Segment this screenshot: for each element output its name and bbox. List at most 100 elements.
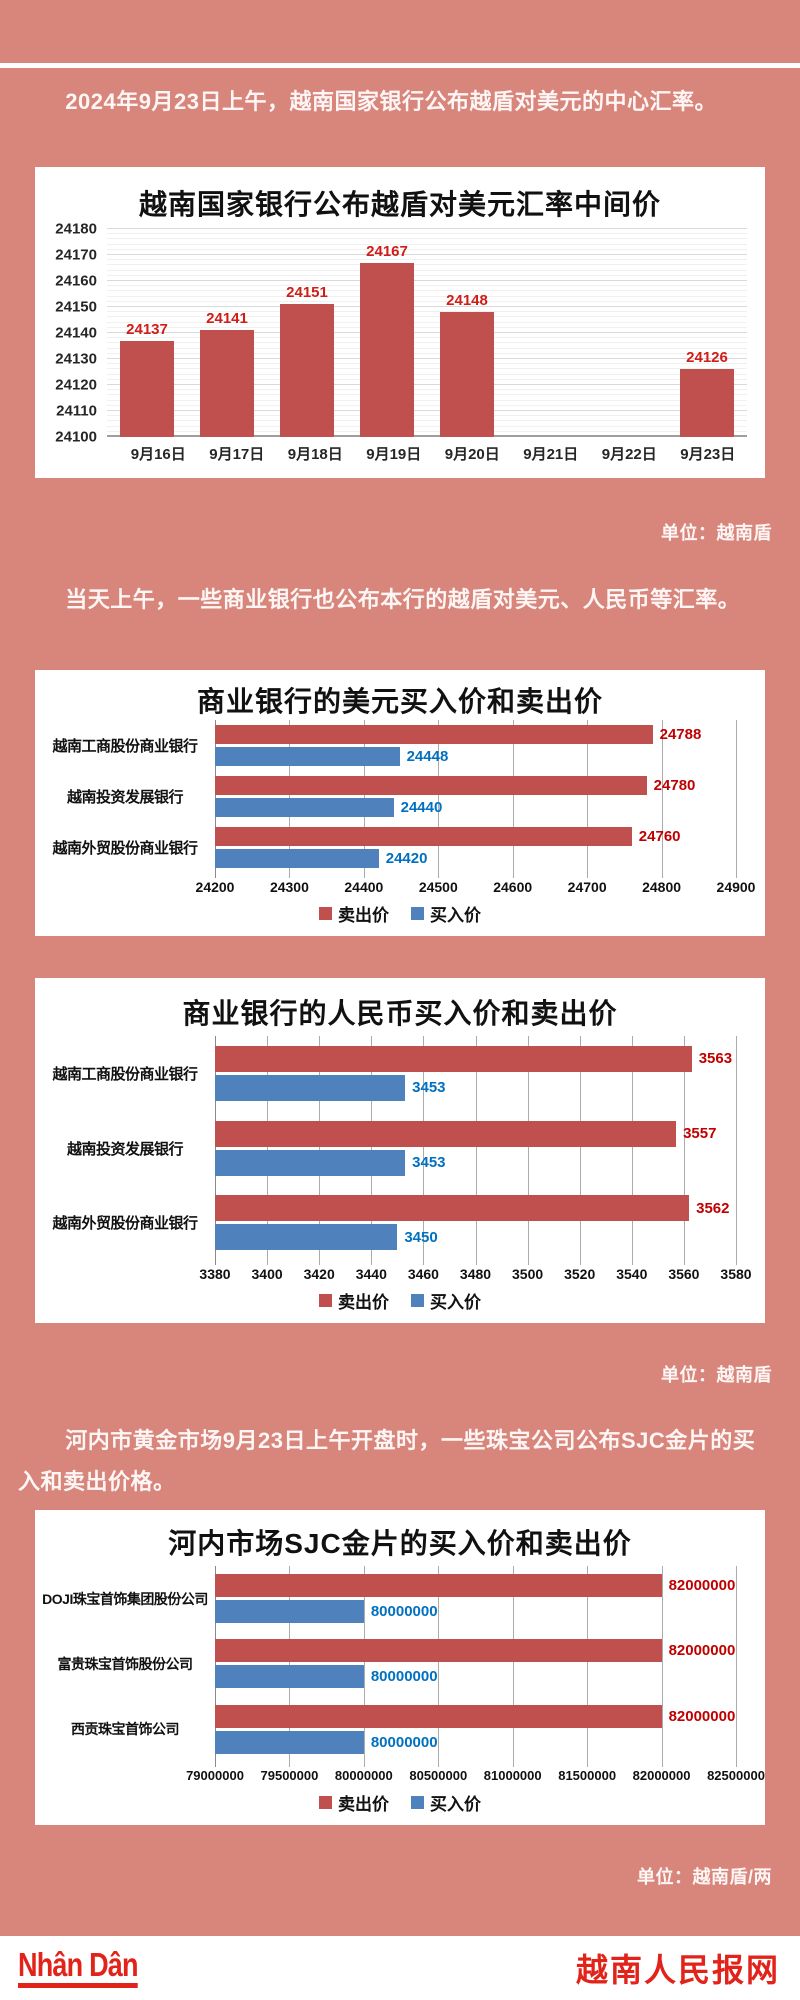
buy-bar [215, 1665, 364, 1689]
bar [279, 304, 335, 437]
x-axis-tick-label: 3540 [616, 1266, 648, 1282]
chart-plot-area: 24100 24110 24120 24130 24140 24150 24160 24170… [45, 221, 753, 446]
x-axis-tick-label: 3520 [564, 1266, 596, 1282]
y-axis-label: 24170 [55, 246, 97, 264]
bar-value-label: 80000000 [370, 1733, 438, 1751]
top-divider-line [0, 63, 800, 68]
bar-value-label: 80000000 [370, 1603, 438, 1621]
legend-swatch [411, 1796, 424, 1809]
y-axis-label: 24160 [55, 272, 97, 290]
x-axis-tick-label: 3420 [303, 1266, 335, 1282]
gridline [107, 295, 747, 297]
legend-swatch [411, 1294, 424, 1307]
sell-bar [215, 1045, 692, 1072]
x-axis-tick-label: 3580 [720, 1266, 752, 1282]
x-axis-tick-label: 82000000 [632, 1768, 691, 1783]
chart-title: 河内市场SJC金片的买入价和卖出价 [168, 1528, 632, 1559]
chart-plot-area: 越南工商股份商业银行 越南投资发展银行 越南外贸股份商业银行 3563 3453 355… [35, 1036, 765, 1265]
footer-bar: Nhân Dân 越南人民报网 [0, 1936, 800, 2000]
gridline [107, 373, 747, 375]
chart-legend: 卖出价 买入价 [35, 897, 765, 936]
y-axis-label: 24140 [55, 324, 97, 342]
bar-line: 24760 [215, 827, 736, 846]
buy-bar [215, 1224, 398, 1251]
legend-label: 买入价 [430, 906, 481, 925]
gridline [107, 321, 747, 323]
bar-value-label: 3563 [698, 1050, 733, 1068]
legend-swatch [319, 907, 332, 920]
gridline [736, 720, 737, 878]
bar-value-label: 3562 [696, 1199, 730, 1217]
buy-bar [215, 849, 379, 868]
x-axis-tick-label: 24600 [493, 879, 533, 895]
buy-bar [215, 1600, 364, 1624]
unit-label: 单位：越南盾/两 [636, 1867, 772, 1887]
category-row: 24760 24420 [215, 822, 736, 873]
bar-value-label: 82000000 [668, 1707, 736, 1725]
category-row: 82000000 80000000 [215, 1631, 736, 1696]
gridline [107, 254, 747, 255]
bar-value-label: 3453 [412, 1154, 446, 1171]
x-axis-tick-label: 3460 [407, 1266, 439, 1282]
sell-bar [215, 1120, 677, 1147]
gridline [107, 337, 747, 339]
legend-label: 买入价 [430, 1795, 481, 1814]
gridline [736, 1036, 737, 1265]
bar-value-label: 24167 [366, 242, 408, 260]
cny-rates-chart: 商业银行的人民币买入价和卖出价 越南工商股份商业银行 越南投资发展银行 越南外贸股份… [35, 978, 765, 1323]
gridline [107, 425, 747, 427]
gridline [107, 269, 747, 271]
gridline [107, 389, 747, 391]
x-axis-tick-label: 24300 [269, 879, 309, 895]
x-axis-tick-label: 24400 [344, 879, 384, 895]
y-axis-label: 24150 [55, 298, 97, 316]
bar-line: 24788 [215, 725, 736, 744]
bar-line: 80000000 [215, 1665, 736, 1689]
bar-line: 82000000 [215, 1704, 736, 1728]
bars-layer: 82000000 80000000 82000000 80000000 82000000… [215, 1566, 736, 1762]
buy-bar [215, 798, 394, 817]
category-label: 越南工商股份商业银行 [52, 738, 198, 755]
x-axis-label: 9月16日 [130, 446, 186, 463]
gridline [107, 300, 747, 302]
gridline [475, 1036, 477, 1265]
x-axis-label: 9月17日 [209, 446, 265, 463]
chart-title: 越南国家银行公布越盾对美元汇率中间价 [138, 189, 661, 220]
bar [199, 330, 255, 437]
x-axis-tick-label: 24500 [418, 879, 458, 895]
y-axis-label: 24100 [55, 428, 97, 446]
chart-x-axis: 9月16日 9月17日 9月18日 9月19日 9月20日 9月21日 9月22日 9月23日 [119, 443, 747, 464]
chart-bars-area: 82000000 80000000 82000000 80000000 82000000… [215, 1566, 737, 1767]
x-axis-tick-label: 24200 [195, 879, 235, 895]
intro-paragraph-commercial-banks: 当天上午，一些商业银行也公布本行的越盾对美元、人民币等汇率。 [65, 587, 741, 612]
legend-item: 卖出价 [319, 1790, 389, 1815]
bars-layer: 24137 24141 24151 24167 24148 24126 [107, 229, 747, 437]
x-axis-tick-label: 24900 [716, 879, 756, 895]
category-row: 24780 24440 [215, 771, 736, 822]
bar-value-label: 3453 [412, 1079, 446, 1097]
gridline [107, 326, 747, 328]
bar-line: 3453 [215, 1074, 736, 1101]
sell-bar [215, 776, 647, 795]
central-rate-chart: 越南国家银行公布越盾对美元汇率中间价 24100 24110 24120 24130 2… [35, 167, 765, 478]
category-row: 24788 24448 [215, 720, 736, 771]
bar-line: 3562 [215, 1195, 736, 1222]
chart-title: 商业银行的美元买入价和卖出价 [196, 686, 603, 717]
x-axis-tick-label: 80500000 [409, 1768, 468, 1783]
unit-label: 单位：越南盾 [661, 1365, 772, 1385]
gridline [579, 1036, 581, 1265]
gridlines [107, 228, 747, 437]
bar-value-label: 24760 [638, 828, 681, 845]
x-axis-tick-label: 82500000 [707, 1768, 765, 1783]
gridline [107, 358, 747, 359]
gridline [107, 233, 747, 235]
category-label: 越南外贸股份商业银行 [52, 1215, 198, 1233]
x-axis-tick-label: 81500000 [558, 1768, 617, 1783]
gridline [107, 347, 747, 349]
gridline [107, 285, 747, 287]
category-row: 82000000 80000000 [215, 1566, 736, 1631]
bar-value-label: 24788 [659, 726, 702, 743]
gridline [107, 410, 747, 411]
gridline [736, 1566, 737, 1767]
